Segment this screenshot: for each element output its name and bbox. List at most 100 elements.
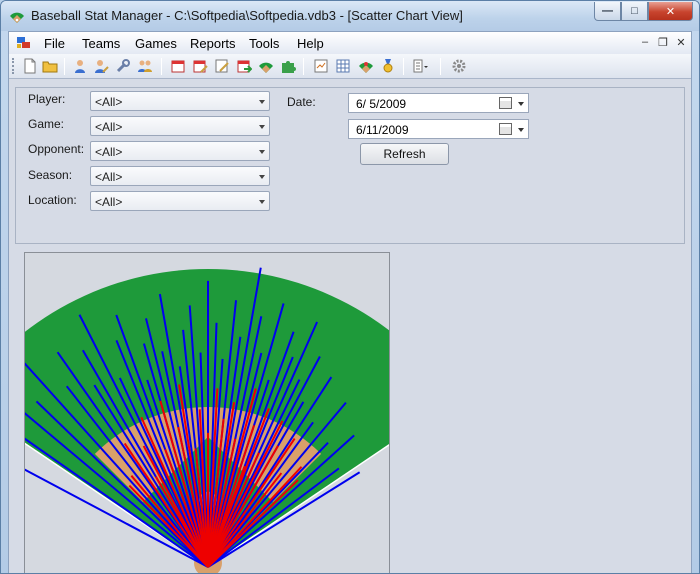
fly-ball-line: [25, 437, 209, 568]
location-combo[interactable]: <All>: [90, 191, 270, 211]
window-controls: — □ ✕: [594, 2, 693, 21]
toolbar: [9, 54, 691, 79]
game-label: Game:: [28, 117, 65, 131]
fly-ball-line: [93, 384, 209, 568]
location-combo-value: <All>: [95, 195, 123, 209]
fly-ball-line: [115, 340, 209, 568]
hits-layer: [25, 267, 361, 568]
fly-ball-line: [25, 362, 209, 568]
fly-ball-line: [207, 421, 314, 568]
ground-ball-line: [130, 475, 209, 568]
child-window-icon[interactable]: [16, 36, 32, 50]
baseball-field-icon: [10, 12, 24, 23]
toolbar-separator: [403, 58, 404, 75]
fly-ball-line: [25, 412, 209, 568]
toolbar-separator: [440, 58, 441, 75]
players-icon[interactable]: [137, 58, 153, 74]
ground-ball-line: [154, 476, 209, 568]
player-icon[interactable]: [72, 58, 88, 74]
ground-ball-line: [207, 452, 260, 568]
toolbar-separator: [161, 58, 162, 75]
fly-ball-line: [207, 434, 355, 568]
menu-reports[interactable]: Reports: [190, 36, 236, 51]
chevron-down-icon: [259, 175, 265, 179]
ground-ball-line: [207, 402, 236, 568]
player-combo[interactable]: <All>: [90, 91, 270, 111]
calendar-icon[interactable]: [170, 58, 186, 74]
menu-teams[interactable]: Teams: [82, 36, 121, 51]
menu-tools[interactable]: Tools: [249, 36, 280, 51]
puzzle-icon[interactable]: [280, 58, 296, 74]
date-from-picker[interactable]: 6/ 5/2009: [348, 93, 529, 113]
window-title: Baseball Stat Manager - C:\Softpedia\Sof…: [31, 8, 463, 23]
open-icon[interactable]: [42, 58, 58, 74]
season-combo-value: <All>: [95, 170, 123, 184]
settings-icon[interactable]: [451, 58, 467, 74]
chevron-down-icon: [259, 100, 265, 104]
mdi-close-button[interactable]: ✕: [676, 37, 686, 49]
calendar-edit-icon[interactable]: [192, 58, 208, 74]
maximize-button[interactable]: □: [621, 2, 648, 21]
chevron-down-icon: [259, 200, 265, 204]
menu-file[interactable]: File: [44, 36, 65, 51]
new-icon[interactable]: [22, 58, 38, 74]
calendar-icon[interactable]: [499, 123, 512, 135]
report-icon[interactable]: [313, 58, 329, 74]
calendar-icon[interactable]: [499, 97, 512, 109]
chevron-down-icon[interactable]: [518, 128, 524, 132]
fly-ball-line: [25, 468, 209, 568]
ground-ball-line: [207, 438, 237, 568]
wrench-icon[interactable]: [115, 58, 131, 74]
minimize-button[interactable]: —: [594, 2, 621, 21]
grid-icon[interactable]: [335, 58, 351, 74]
close-button[interactable]: ✕: [648, 2, 693, 21]
filter-panel: Player: <All> Game: <All> Opponent: <All…: [15, 87, 685, 244]
calendar-go-icon[interactable]: [236, 58, 252, 74]
season-combo[interactable]: <All>: [90, 166, 270, 186]
game-combo[interactable]: <All>: [90, 116, 270, 136]
menu-games[interactable]: Games: [135, 36, 177, 51]
menu-help[interactable]: Help: [297, 36, 324, 51]
field-edit-icon[interactable]: [358, 58, 374, 74]
date-from-value: 6/ 5/2009: [356, 97, 407, 111]
title-bar[interactable]: Baseball Stat Manager - C:\Softpedia\Sof…: [1, 1, 699, 31]
fly-ball-line: [207, 471, 361, 568]
ground-ball-line: [207, 479, 299, 568]
mdi-restore-button[interactable]: ❐: [658, 37, 668, 49]
fly-ball-line: [35, 400, 209, 568]
ground-ball-line: [194, 448, 209, 568]
toolbar-grip[interactable]: [12, 58, 15, 74]
ground-ball-line: [123, 442, 209, 568]
ground-ball-line: [207, 472, 283, 568]
opponent-combo[interactable]: <All>: [90, 141, 270, 161]
ground-ball-line: [207, 445, 279, 568]
spray-chart-svg: [25, 267, 389, 573]
fly-ball-line: [145, 318, 209, 568]
ground-ball-line: [164, 449, 209, 568]
player-label: Player:: [28, 92, 66, 106]
date-to-value: 6/11/2009: [356, 123, 409, 137]
date-to-picker[interactable]: 6/11/2009: [348, 119, 529, 139]
toolbar-separator: [64, 58, 65, 75]
player-combo-value: <All>: [95, 95, 123, 109]
mdi-minimize-button[interactable]: –: [641, 36, 649, 48]
refresh-button[interactable]: Refresh: [360, 143, 449, 165]
opponent-label: Opponent:: [28, 142, 85, 156]
chevron-down-icon: [259, 150, 265, 154]
mdi-controls: – ❐ ✕: [639, 36, 687, 49]
view-dropdown-icon[interactable]: [412, 58, 428, 74]
opponent-combo-value: <All>: [95, 145, 123, 159]
season-label: Season:: [28, 168, 73, 182]
medal-icon[interactable]: [380, 58, 396, 74]
ground-ball-line: [178, 384, 209, 568]
chevron-down-icon: [259, 125, 265, 129]
ground-ball-line: [207, 388, 257, 568]
chevron-down-icon[interactable]: [518, 102, 524, 106]
field-icon[interactable]: [258, 58, 274, 74]
ground-ball-line: [207, 437, 296, 568]
ground-ball-line: [159, 400, 209, 568]
player-edit-icon[interactable]: [93, 58, 109, 74]
scatter-chart: [24, 252, 390, 573]
edit-icon[interactable]: [214, 58, 230, 74]
